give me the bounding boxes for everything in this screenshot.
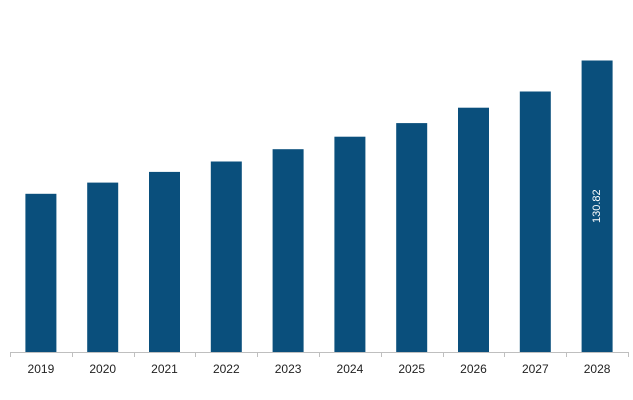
tick-label-2020: 2020 xyxy=(89,362,116,376)
tick-label-2023: 2023 xyxy=(275,362,302,376)
bar-2026 xyxy=(458,107,489,352)
bar-2019 xyxy=(25,193,57,352)
x-axis-ticks xyxy=(10,352,629,357)
bars-group xyxy=(25,60,613,352)
x-axis-tick-labels: 2019 2020 2021 2022 2023 2024 2025 2026 2027 2028 xyxy=(28,362,611,376)
bar-2020 xyxy=(87,182,119,352)
bar-2022 xyxy=(210,161,242,352)
bar-2027 xyxy=(519,91,551,352)
bar-2023 xyxy=(272,149,304,352)
tick-label-2027: 2027 xyxy=(522,362,549,376)
bar-2025 xyxy=(396,123,428,352)
data-labels: 130.82 xyxy=(591,189,603,223)
tick-label-2019: 2019 xyxy=(28,362,55,376)
bar-2024 xyxy=(334,136,366,352)
tick-label-2024: 2024 xyxy=(337,362,364,376)
tick-label-2026: 2026 xyxy=(460,362,487,376)
bar-2028 xyxy=(581,60,613,352)
bar-2021 xyxy=(149,171,180,352)
tick-label-2021: 2021 xyxy=(151,362,178,376)
tick-label-2025: 2025 xyxy=(398,362,425,376)
data-label-2028: 130.82 xyxy=(591,189,603,223)
tick-label-2022: 2022 xyxy=(213,362,240,376)
tick-label-2028: 2028 xyxy=(584,362,611,376)
